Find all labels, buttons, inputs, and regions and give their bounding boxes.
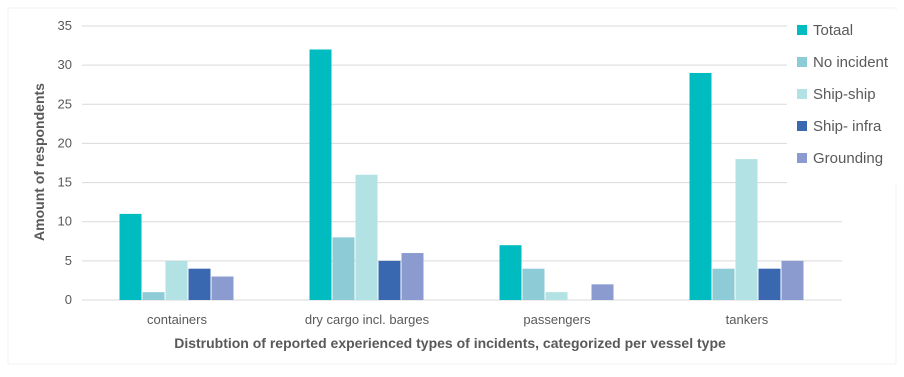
bar[interactable] bbox=[712, 268, 735, 300]
y-tick-label: 5 bbox=[65, 253, 72, 268]
x-category-label: passengers bbox=[523, 312, 591, 327]
x-category-label: containers bbox=[147, 312, 207, 327]
legend-swatch bbox=[797, 153, 807, 163]
bar[interactable] bbox=[735, 159, 758, 300]
legend-label: Ship- infra bbox=[813, 118, 882, 135]
legend-label: No incident bbox=[813, 54, 889, 71]
y-tick-label: 30 bbox=[58, 57, 72, 72]
gridlines bbox=[82, 25, 842, 301]
bar[interactable] bbox=[591, 284, 614, 300]
bar[interactable] bbox=[545, 292, 568, 300]
x-axis-categories: containers dry cargo incl. barges passenge… bbox=[147, 312, 769, 327]
bar[interactable] bbox=[211, 276, 234, 300]
legend-swatch bbox=[797, 121, 807, 131]
bar[interactable] bbox=[119, 213, 142, 300]
bar[interactable] bbox=[355, 174, 378, 300]
legend-label: Totaal bbox=[813, 22, 853, 39]
bars bbox=[119, 49, 804, 300]
plot-frame bbox=[7, 7, 897, 365]
bar[interactable] bbox=[332, 237, 355, 300]
x-axis-title: Distrubtion of reported experienced type… bbox=[174, 335, 726, 351]
bar[interactable] bbox=[142, 292, 165, 300]
bar[interactable] bbox=[689, 72, 712, 300]
bar[interactable] bbox=[781, 260, 804, 300]
x-category-label: tankers bbox=[726, 312, 769, 327]
y-tick-label: 25 bbox=[58, 96, 72, 111]
bar[interactable] bbox=[378, 260, 401, 300]
bar[interactable] bbox=[758, 268, 781, 300]
y-tick-label: 35 bbox=[58, 18, 72, 33]
y-tick-label: 15 bbox=[58, 175, 72, 190]
legend-label: Ship-ship bbox=[813, 86, 876, 103]
y-tick-label: 10 bbox=[58, 214, 72, 229]
legend-label: Grounding bbox=[813, 150, 883, 167]
x-category-label: dry cargo incl. barges bbox=[305, 312, 430, 327]
bar[interactable] bbox=[165, 260, 188, 300]
y-tick-label: 0 bbox=[65, 292, 72, 307]
bar[interactable] bbox=[188, 268, 211, 300]
bar[interactable] bbox=[499, 245, 522, 300]
y-axis-ticks: 0 5 10 15 20 25 30 35 bbox=[58, 18, 72, 307]
y-tick-label: 20 bbox=[58, 135, 72, 150]
legend-swatch bbox=[797, 57, 807, 67]
bar[interactable] bbox=[522, 268, 545, 300]
legend-swatch bbox=[797, 89, 807, 99]
legend-swatch bbox=[797, 25, 807, 35]
legend[interactable]: Totaal No incident Ship-ship Ship- infra Gro… bbox=[797, 22, 889, 167]
bar[interactable] bbox=[401, 253, 424, 300]
y-axis-title: Amount of respondents bbox=[31, 83, 47, 241]
bar[interactable] bbox=[309, 49, 332, 300]
